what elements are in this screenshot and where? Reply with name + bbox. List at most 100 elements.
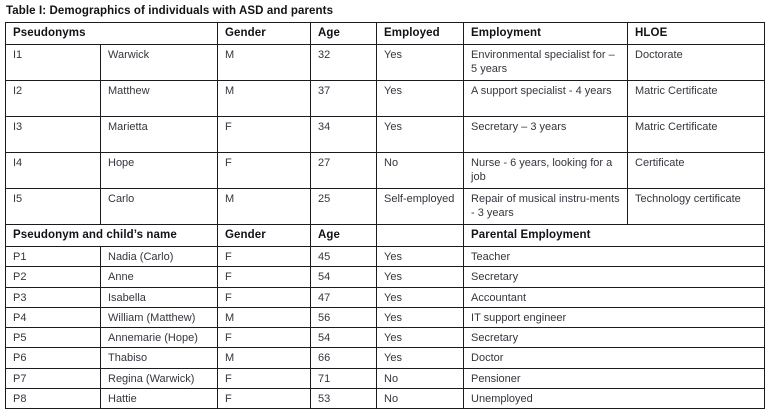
cell-age: 66 xyxy=(310,347,378,369)
cell-parental-employment: Unemployed xyxy=(463,388,766,410)
header-row-parents: Pseudonym and child’s name Gender Age Pa… xyxy=(4,224,766,247)
cell-pseudonym: P4 xyxy=(5,306,101,329)
header-row-individuals: Pseudonyms Gender Age Employed Employmen… xyxy=(4,22,766,45)
demographics-table: Pseudonyms Gender Age Employed Employmen… xyxy=(4,22,766,410)
cell-employment: Nurse - 6 years, looking for a job xyxy=(463,152,629,189)
column-header-hloe: HLOE xyxy=(627,22,766,45)
parent-row: P8 Hattie F 53 No Unemployed xyxy=(5,388,766,410)
cell-gender: F xyxy=(217,388,312,410)
cell-name: Matthew xyxy=(99,80,219,117)
cell-name: Hope xyxy=(99,152,219,189)
column-header-age: Age xyxy=(310,22,378,45)
cell-gender: M xyxy=(217,306,312,329)
cell-employed: Yes xyxy=(376,286,465,308)
cell-gender: M xyxy=(217,80,312,117)
cell-hloe: Technology certificate xyxy=(627,188,766,225)
column-header-parent-gender: Gender xyxy=(217,224,312,247)
paper-table-figure: Table I: Demographics of individuals wit… xyxy=(4,5,766,410)
cell-pseudonym: P8 xyxy=(5,388,101,410)
parent-row: P7 Regina (Warwick) F 71 No Pensioner xyxy=(5,367,766,390)
cell-age: 47 xyxy=(310,286,378,308)
cell-name: Regina (Warwick) xyxy=(99,367,219,390)
column-header-parent-age: Age xyxy=(310,224,378,247)
cell-gender: F xyxy=(217,245,312,268)
cell-gender: F xyxy=(217,266,312,288)
column-header-parental-employment: Parental Employment xyxy=(463,224,766,247)
cell-parental-employment: Accountant xyxy=(463,286,766,308)
cell-employed: Yes xyxy=(376,266,465,288)
cell-employed: Yes xyxy=(376,327,465,349)
cell-employment: Secretary – 3 years xyxy=(463,116,629,153)
cell-name: Annemarie (Hope) xyxy=(99,327,219,349)
cell-pseudonym: I3 xyxy=(5,116,101,153)
cell-employed: Yes xyxy=(376,245,465,268)
cell-age: 56 xyxy=(310,306,378,329)
cell-age: 37 xyxy=(310,80,378,117)
cell-pseudonym: P5 xyxy=(5,327,101,349)
table-body: Pseudonyms Gender Age Employed Employmen… xyxy=(4,22,766,410)
cell-pseudonym: P3 xyxy=(5,286,101,308)
cell-age: 54 xyxy=(310,327,378,349)
column-header-pseudonym-child: Pseudonym and child’s name xyxy=(4,224,219,247)
cell-name: William (Matthew) xyxy=(99,306,219,329)
cell-name: Anne xyxy=(99,266,219,288)
cell-gender: F xyxy=(217,152,312,189)
cell-age: 45 xyxy=(310,245,378,268)
cell-name: Hattie xyxy=(99,388,219,410)
cell-hloe: Certificate xyxy=(627,152,766,189)
cell-hloe: Matric Certificate xyxy=(627,80,766,117)
cell-employed: Yes xyxy=(376,306,465,329)
cell-gender: F xyxy=(217,367,312,390)
cell-employed: No xyxy=(376,152,465,189)
cell-age: 54 xyxy=(310,266,378,288)
cell-employed: Yes xyxy=(376,347,465,369)
cell-age: 27 xyxy=(310,152,378,189)
cell-name: Thabiso xyxy=(99,347,219,369)
cell-hloe: Doctorate xyxy=(627,44,766,81)
cell-age: 32 xyxy=(310,44,378,81)
cell-name: Carlo xyxy=(99,188,219,225)
parent-row: P2 Anne F 54 Yes Secretary xyxy=(5,266,766,288)
column-header-pseudonyms: Pseudonyms xyxy=(4,22,219,45)
cell-pseudonym: P1 xyxy=(5,245,101,268)
cell-pseudonym: P6 xyxy=(5,347,101,369)
cell-employed: Yes xyxy=(376,116,465,153)
cell-employed: No xyxy=(376,367,465,390)
cell-employment: Repair of musical instru-ments - 3 years xyxy=(463,188,629,225)
cell-gender: M xyxy=(217,44,312,81)
cell-age: 25 xyxy=(310,188,378,225)
cell-pseudonym: I2 xyxy=(5,80,101,117)
cell-employment: Environmental specialist for – 5 years xyxy=(463,44,629,81)
column-header-gender: Gender xyxy=(217,22,312,45)
cell-parental-employment: Pensioner xyxy=(463,367,766,390)
individual-row: I2 Matthew M 37 Yes A support specialist - 4 … xyxy=(5,80,766,117)
cell-name: Nadia (Carlo) xyxy=(99,245,219,268)
cell-pseudonym: I5 xyxy=(5,188,101,225)
cell-pseudonym: P2 xyxy=(5,266,101,288)
cell-name: Isabella xyxy=(99,286,219,308)
cell-employed: Yes xyxy=(376,44,465,81)
parent-row: P1 Nadia (Carlo) F 45 Yes Teacher xyxy=(5,245,766,268)
cell-hloe: Matric Certificate xyxy=(627,116,766,153)
cell-gender: F xyxy=(217,286,312,308)
cell-age: 71 xyxy=(310,367,378,390)
cell-gender: F xyxy=(217,116,312,153)
column-header-parent-empty xyxy=(376,224,465,247)
cell-parental-employment: Doctor xyxy=(463,347,766,369)
parent-row: P3 Isabella F 47 Yes Accountant xyxy=(5,286,766,308)
cell-age: 34 xyxy=(310,116,378,153)
cell-pseudonym: P7 xyxy=(5,367,101,390)
individual-row: I4 Hope F 27 No Nurse - 6 years, looking for … xyxy=(5,152,766,189)
cell-name: Warwick xyxy=(99,44,219,81)
individual-row: I3 Marietta F 34 Yes Secretary – 3 years Matri… xyxy=(5,116,766,153)
cell-pseudonym: I4 xyxy=(5,152,101,189)
cell-parental-employment: IT support engineer xyxy=(463,306,766,329)
parent-row: P4 William (Matthew) M 56 Yes IT support engi… xyxy=(5,306,766,329)
column-header-employment: Employment xyxy=(463,22,629,45)
cell-gender: M xyxy=(217,347,312,369)
individual-row: I1 Warwick M 32 Yes Environmental specialist … xyxy=(5,44,766,81)
cell-age: 53 xyxy=(310,388,378,410)
cell-employment: A support specialist - 4 years xyxy=(463,80,629,117)
cell-name: Marietta xyxy=(99,116,219,153)
cell-pseudonym: I1 xyxy=(5,44,101,81)
